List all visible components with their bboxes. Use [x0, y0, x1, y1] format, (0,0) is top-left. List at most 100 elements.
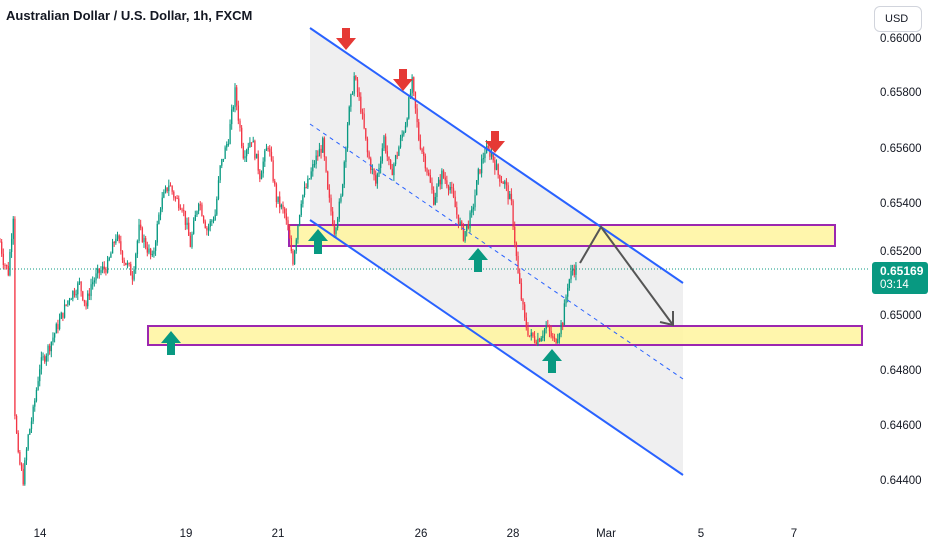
candle-body: [156, 223, 158, 243]
candle-body: [270, 151, 273, 161]
candle-body: [562, 323, 564, 326]
candle-body: [171, 186, 173, 192]
candle-body: [120, 241, 122, 252]
candle-body: [1, 241, 3, 254]
y-tick-label: 0.65200: [880, 246, 922, 258]
candle-body: [40, 357, 43, 370]
candle-body: [226, 144, 228, 148]
channel-mid-line[interactable]: [309, 123, 684, 380]
candle-body: [575, 265, 577, 275]
x-tick-label: Mar: [596, 528, 616, 540]
bar-countdown: 03:14: [880, 279, 909, 291]
channel-upper-line[interactable]: [309, 27, 684, 284]
candle-body: [338, 201, 340, 219]
candle-body: [441, 170, 443, 185]
candle-body: [510, 193, 513, 201]
candle-body: [279, 196, 281, 208]
candle-body: [335, 227, 337, 234]
candle-body: [211, 220, 213, 222]
candle-body: [471, 209, 473, 213]
candle-body: [302, 194, 304, 204]
y-tick-label: 0.64400: [880, 475, 922, 487]
candle-body: [375, 175, 377, 184]
candle-body: [45, 355, 48, 362]
candle-body: [257, 153, 259, 171]
candle-body: [110, 253, 112, 258]
candle-body: [67, 300, 69, 305]
candle-body: [272, 160, 274, 181]
candle-body: [433, 190, 435, 205]
candle-body: [386, 151, 388, 157]
candle-body: [73, 290, 76, 296]
candle-body: [39, 369, 41, 382]
candle-body: [181, 209, 183, 211]
candle-body: [322, 138, 324, 153]
candle-body: [106, 259, 109, 273]
candle-body: [4, 264, 6, 266]
candle-body: [482, 158, 484, 160]
candle-body: [449, 186, 451, 191]
candle-body: [184, 210, 187, 225]
candle-body: [247, 147, 249, 151]
candle-body: [176, 198, 178, 200]
candle-body: [231, 109, 233, 125]
candle-body: [522, 299, 524, 305]
resistance-support-zone-upper[interactable]: [288, 224, 836, 247]
candle-body: [234, 87, 236, 108]
candle-body: [366, 138, 369, 153]
candle-body: [135, 254, 137, 270]
candle-body: [481, 159, 483, 174]
candle-body: [204, 221, 206, 229]
candle-body: [277, 196, 279, 202]
candle-body: [300, 203, 302, 216]
candle-body: [469, 212, 471, 229]
currency-selector-button[interactable]: USD: [874, 6, 922, 32]
candle-body: [555, 338, 557, 344]
candle-body: [345, 147, 347, 163]
candle-body: [27, 434, 29, 450]
candle-body: [568, 279, 571, 288]
candle-body: [332, 211, 334, 226]
candle-body: [108, 257, 110, 260]
candle-body: [529, 335, 531, 337]
candle-body: [393, 164, 395, 176]
candle-body: [216, 198, 218, 215]
y-tick-label: 0.64800: [880, 365, 922, 377]
last-price-value: 0.65169: [880, 264, 924, 278]
candle-body: [236, 87, 238, 106]
candle-body: [340, 195, 342, 202]
candle-body: [32, 406, 34, 422]
candle-body: [385, 136, 387, 152]
candle-body: [123, 260, 125, 263]
candle-body: [500, 181, 503, 183]
x-tick-label: 5: [697, 528, 705, 540]
buy-markers: [161, 229, 562, 373]
candle-body: [113, 242, 115, 244]
support-zone-lower[interactable]: [147, 325, 863, 346]
projection-arrowhead-icon: [659, 311, 674, 327]
candle-body: [150, 248, 152, 256]
x-tick-label: 7: [790, 528, 798, 540]
candle-body: [323, 138, 326, 157]
candle-body: [524, 304, 526, 318]
candle-body: [532, 332, 534, 337]
candle-body: [454, 196, 456, 208]
candle-body: [141, 227, 144, 243]
candle-body: [65, 304, 67, 306]
projection-path[interactable]: [579, 225, 674, 326]
candle-body: [0, 241, 1, 243]
candle-body: [126, 263, 129, 265]
candle-body: [125, 262, 127, 265]
candle-body: [558, 334, 561, 340]
up-arrow-icon: [468, 248, 488, 272]
candle-body: [361, 112, 364, 114]
candle-body: [327, 171, 329, 190]
channel-lower-line[interactable]: [309, 219, 684, 476]
candle-body: [85, 302, 87, 307]
candle-body: [363, 113, 365, 129]
candle-body: [557, 339, 559, 344]
candle-body: [168, 185, 170, 192]
candle-body: [341, 184, 344, 196]
candle-body: [284, 208, 286, 214]
